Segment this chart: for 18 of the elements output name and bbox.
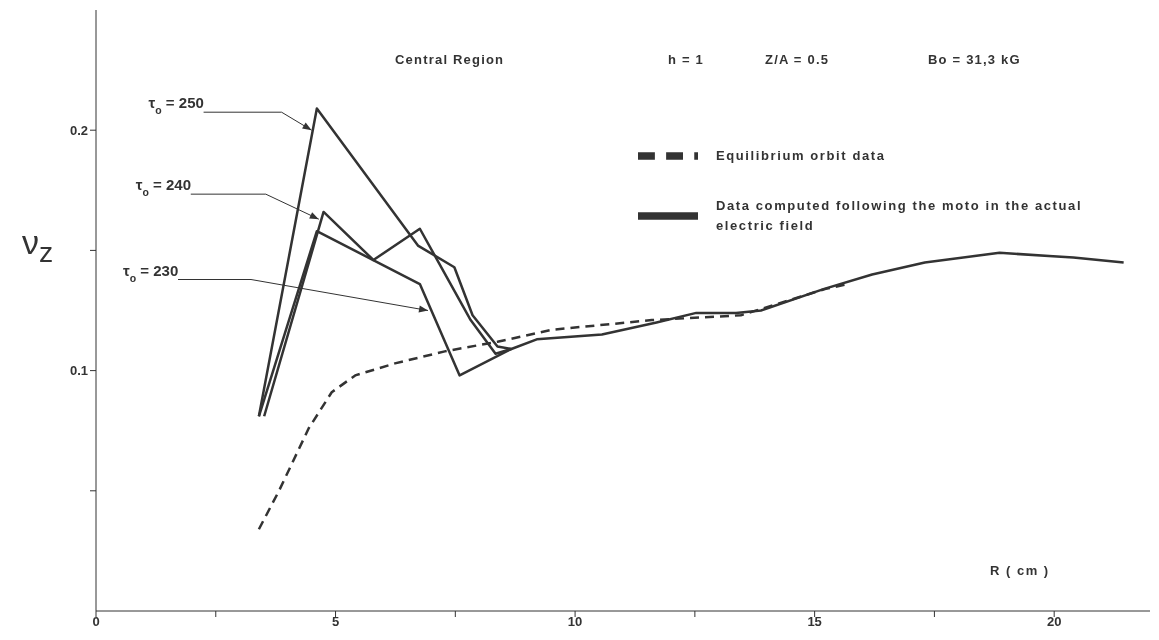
x-tick-label: 20: [1046, 614, 1062, 630]
annotation: τ$_{o}$ = 240: [135, 176, 192, 199]
x-tick-label: 0: [92, 614, 100, 630]
annotation: Bo = 31,3 kG: [928, 52, 1021, 67]
legend-label: Data computed following the moto in the actual electric field: [716, 197, 1084, 235]
x-tick-label: 5: [331, 614, 340, 630]
x-tick-label: 15: [807, 614, 822, 630]
legend-label: Equilibrium orbit data: [716, 147, 887, 165]
y-tick-label: 0.1: [69, 363, 88, 379]
annotation: τ$_{o}$ = 230: [123, 261, 179, 284]
annotation: Z/A = 0.5: [765, 52, 830, 67]
annotation: Central Region: [395, 52, 505, 67]
y-axis-title: ν$_{z}$: [22, 223, 54, 269]
x-axis-title: R ( cm ): [990, 563, 1050, 578]
x-tick-label: 10: [567, 614, 583, 630]
y-tick-label: 0.2: [69, 122, 88, 138]
annotation: τ$_{o}$ = 250: [148, 94, 204, 117]
annotation: h = 1: [668, 52, 704, 67]
